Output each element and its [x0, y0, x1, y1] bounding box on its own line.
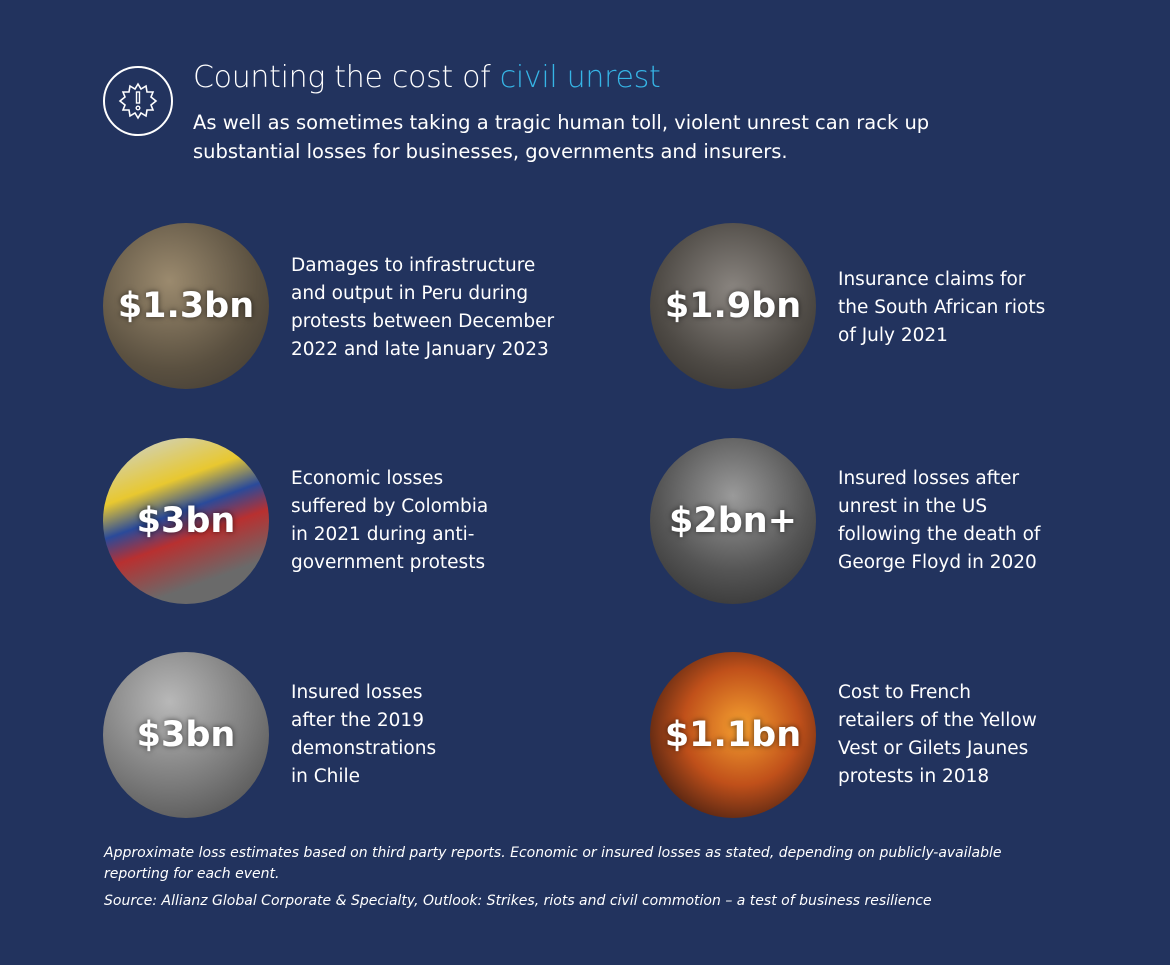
stat-card-south-africa: $1.9bn Insurance claims for the South Af… [650, 223, 1170, 389]
description: Cost to French retailers of the Yellow V… [838, 682, 1037, 787]
description: Insurance claims for the South African r… [838, 269, 1046, 346]
description: Insured losses after the 2019 demonstrat… [291, 682, 437, 787]
alert-badge-icon [103, 66, 173, 136]
source-note: Source: Allianz Global Corporate & Speci… [104, 893, 932, 909]
amount: $3bn [136, 715, 236, 755]
description: Economic losses suffered by Colombia in … [291, 468, 489, 573]
amount: $2bn+ [668, 501, 797, 541]
page-title: Counting the cost of civil unrest [193, 60, 661, 95]
title-text: Counting the cost of [193, 60, 500, 95]
stat-card-france: $1.1bn Cost to French retailers of the Y… [650, 652, 1170, 818]
footnote: Approximate loss estimates based on thir… [104, 845, 1002, 882]
stat-card-colombia: $3bn Economic losses suffered by Colombi… [103, 438, 623, 604]
amount: $1.3bn [117, 286, 255, 326]
stat-card-us: $2bn+ Insured losses after unrest in the… [650, 438, 1170, 604]
protest-photo: $1.9bn [650, 223, 816, 389]
protest-photo: $1.1bn [650, 652, 816, 818]
amount: $1.9bn [664, 286, 802, 326]
stat-card-chile: $3bn Insured losses after the 2019 demon… [103, 652, 623, 818]
stat-card-peru: $1.3bn Damages to infrastructure and out… [103, 223, 623, 389]
title-accent: civil unrest [499, 60, 661, 95]
protest-photo: $2bn+ [650, 438, 816, 604]
amount: $1.1bn [664, 715, 802, 755]
description: Damages to infrastructure and output in … [291, 255, 555, 360]
amount: $3bn [136, 501, 236, 541]
page-subtitle: As well as sometimes taking a tragic hum… [193, 111, 930, 163]
protest-photo: $3bn [103, 438, 269, 604]
description: Insured losses after unrest in the US fo… [838, 468, 1041, 573]
protest-photo: $3bn [103, 652, 269, 818]
protest-photo: $1.3bn [103, 223, 269, 389]
